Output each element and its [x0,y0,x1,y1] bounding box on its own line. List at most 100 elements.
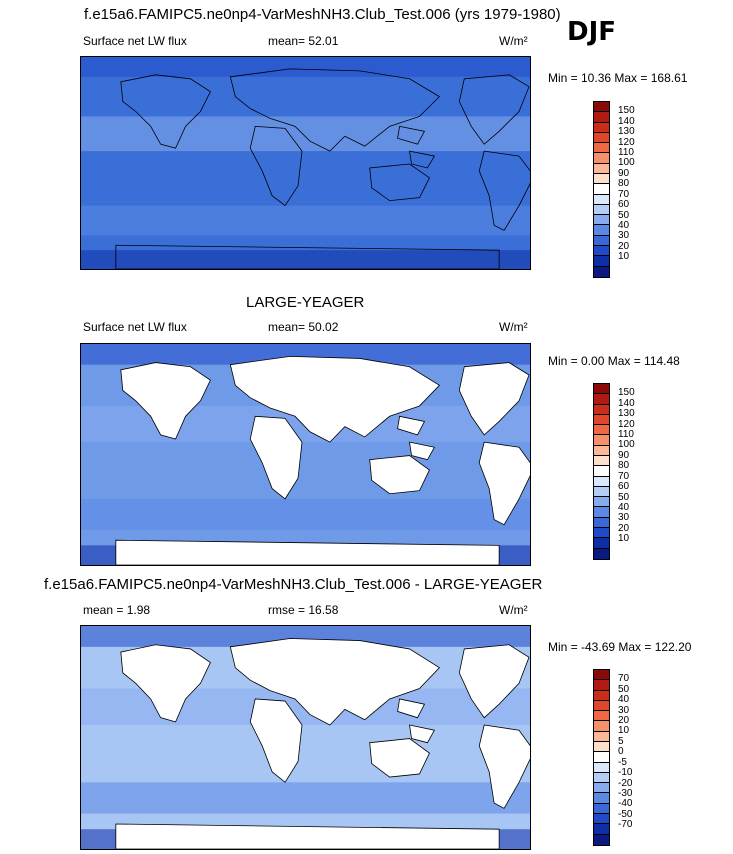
coastline [249,698,303,783]
field-band [81,626,530,647]
season-label: DJF [567,17,617,47]
colorbar-segment [594,235,609,246]
panel-3-title: f.e15a6.FAMIPC5.ne0np4-VarMeshNH3.Club_T… [44,576,543,593]
coastline [409,441,436,461]
coastline [458,644,530,719]
panel-1-colorbar [593,101,610,278]
colorbar-tick-label: 10 [618,533,630,545]
colorbar-tick-label: 100 [618,439,635,451]
panel-3-minmax-label: Min = -43.69 Max = 122.20 [548,640,692,654]
coastline [229,355,441,443]
colorbar-segment [594,102,609,113]
colorbar-segment [594,813,609,825]
panel-1-minmax-label: Min = 10.36 Max = 168.61 [548,71,688,85]
panel-1-title: f.e15a6.FAMIPC5.ne0np4-VarMeshNH3.Club_T… [84,6,561,23]
coastline [120,74,211,149]
colorbar-tick-label: 120 [618,136,635,148]
colorbar-segment [594,266,609,277]
colorbar-segment [594,731,609,742]
map-canvas [81,344,530,565]
colorbar-tick-label: 20 [618,240,630,252]
coastline [369,455,430,495]
coastline [229,68,441,152]
colorbar-tick-label: 30 [618,512,630,524]
colorbar-segment [594,445,609,456]
coastline [458,362,530,436]
colorbar-segment [594,163,609,174]
colorbar-tick-label: 140 [618,397,635,409]
coastline [409,150,436,169]
colorbar-segment [594,455,609,467]
colorbar-tick-label: 70 [618,188,630,200]
colorbar-segment [594,215,609,226]
colorbar-tick-label: 20 [618,522,630,534]
colorbar-segment [594,404,609,415]
colorbar-segment [594,527,609,539]
map-canvas [81,57,530,269]
colorbar-segment [594,548,609,559]
colorbar-segment [594,670,609,681]
colorbar-tick-label: 70 [618,470,630,482]
colorbar-tick-label: 90 [618,449,630,461]
colorbar-tick-label: 50 [618,491,630,503]
colorbar-tick-label: 130 [618,126,635,138]
colorbar-segment [594,834,609,845]
panel-1-variable-label: Surface net LW flux [83,34,187,48]
colorbar-segment [594,132,609,144]
colorbar-segment [594,414,609,426]
panel-2-colorbar [593,383,610,560]
coastline [249,125,303,207]
colorbar-tick-label: 10 [618,251,630,263]
colorbar-segment [594,690,609,701]
colorbar-segment [594,476,609,487]
coastline [249,415,303,500]
coastline [478,441,530,526]
panel-3-rmse-label: rmse = 16.58 [268,603,339,617]
colorbar-tick-label: -50 [618,808,633,820]
field-band [81,782,530,814]
field-band [81,116,530,152]
panel-1-map [80,56,531,270]
colorbar-tick-label: -20 [618,777,633,789]
colorbar-segment [594,538,609,549]
colorbar-tick-label: 40 [618,501,630,513]
colorbar-tick-label: 100 [618,157,635,169]
ocean-field [81,57,530,269]
panel-1-mean-label: mean= 52.01 [268,34,339,48]
colorbar-segment [594,194,609,205]
colorbar-segment [594,466,609,477]
colorbar-segment [594,204,609,216]
panel-1-units-label: W/m² [499,34,528,48]
coastline [478,150,530,231]
colorbar-segment [594,793,609,804]
colorbar-tick-label: 150 [618,387,635,399]
colorbar-segment [594,762,609,773]
panel-2-variable-label: Surface net LW flux [83,320,187,334]
colorbar-tick-label: 60 [618,199,630,211]
panel-2-title: LARGE-YEAGER [246,294,365,311]
colorbar-tick-label: 60 [618,481,630,493]
colorbar-segment [594,112,609,123]
coastline [120,644,211,723]
field-band [81,205,530,236]
colorbar-segment [594,507,609,518]
coastline [120,362,211,440]
coastline [369,163,430,202]
coastline [229,638,441,726]
colorbar-tick-label: -5 [618,756,627,768]
colorbar-segment [594,700,609,712]
panel-2-units-label: W/m² [499,320,528,334]
colorbar-tick-label: 80 [618,178,630,190]
panel-3-map [80,625,531,850]
colorbar-segment [594,143,609,154]
colorbar-tick-label: -40 [618,798,633,810]
colorbar-segment [594,184,609,195]
colorbar-tick-label: 40 [618,219,630,231]
colorbar-segment [594,225,609,236]
coastline [478,724,530,809]
colorbar-tick-label: 20 [618,715,630,727]
coastline [115,244,500,269]
coastline [397,125,426,145]
colorbar-tick-label: 140 [618,115,635,127]
colorbar-segment [594,486,609,498]
